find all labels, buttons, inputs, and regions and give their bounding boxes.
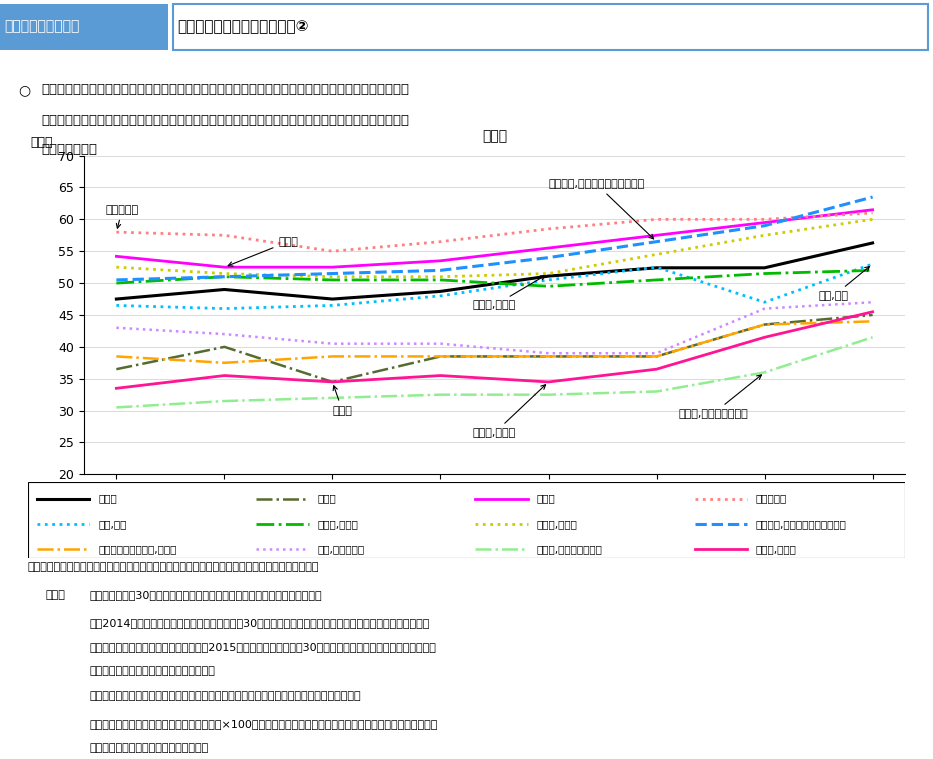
Text: （調査年（調査対象年））: （調査年（調査対象年）） [826, 532, 905, 542]
Text: 学術研究,専門・技術サービス業: 学術研究,専門・技術サービス業 [549, 179, 654, 239]
Text: 情報通信業: 情報通信業 [105, 205, 139, 228]
Text: 第１－（３）－８図: 第１－（３）－８図 [5, 20, 80, 33]
Text: 一方で、「建設業」「宿泊業，飲食サービス業」「卸売業，小売業」は他の産業と比べて低い取得率で: 一方で、「建設業」「宿泊業，飲食サービス業」「卸売業，小売業」は他の産業と比べて… [41, 114, 410, 127]
Text: 卸売業,小売業: 卸売業,小売業 [756, 543, 797, 554]
Text: 年次有給休暇の取得状況を産業別にみると、「製造業」「情報通信業」は高い取得率で推移している: 年次有給休暇の取得状況を産業別にみると、「製造業」「情報通信業」は高い取得率で推… [41, 83, 410, 96]
Text: 製造業: 製造業 [536, 493, 555, 504]
Text: 金融業,保険業: 金融業,保険業 [473, 276, 545, 310]
Text: 年次有給休暇の取得率の状況②: 年次有給休暇の取得率の状況② [177, 19, 309, 34]
Text: サービス事業」を含めることとした。: サービス事業」を含めることとした。 [90, 666, 216, 676]
Text: 教育,学習支援業: 教育,学習支援業 [317, 543, 365, 554]
Text: ２）2014年以前は、調査対象を「常用労働者が30人以上の会社組織の民営企業」としており、また、「複合: ２）2014年以前は、調査対象を「常用労働者が30人以上の会社組織の民営企業」と… [90, 618, 430, 628]
Text: 宿泊業,飲食サービス業: 宿泊業,飲食サービス業 [536, 543, 603, 554]
Text: 建設業: 建設業 [332, 386, 353, 416]
Text: 学術研究,専門・技術サービス業: 学術研究,専門・技術サービス業 [756, 518, 847, 529]
Text: １）常用労働者30人以上の民営企業における常用労働者の値を示している。: １）常用労働者30人以上の民営企業における常用労働者の値を示している。 [90, 590, 322, 600]
Text: 医療,福祉: 医療,福祉 [818, 266, 870, 301]
Text: ３）表示は調査年。各年の前年１年間の状況について調査している。（　）は調査対象年。: ３）表示は調査年。各年の前年１年間の状況について調査している。（ ）は調査対象年… [90, 691, 361, 701]
FancyBboxPatch shape [0, 4, 168, 50]
Text: 情報通信業: 情報通信業 [756, 493, 787, 504]
Text: 運輸業,郵便業: 運輸業,郵便業 [317, 518, 358, 529]
Text: 推移している。: 推移している。 [41, 143, 97, 156]
Text: 建設業: 建設業 [317, 493, 336, 504]
Text: 産業別: 産業別 [482, 129, 507, 143]
FancyBboxPatch shape [28, 482, 905, 558]
Text: （注）: （注） [46, 590, 65, 600]
Text: 製造業: 製造業 [229, 237, 299, 266]
FancyBboxPatch shape [173, 4, 928, 50]
Text: 医療,福祉: 医療,福祉 [98, 518, 127, 529]
Text: 宿泊業,飲食サービス業: 宿泊業,飲食サービス業 [678, 375, 761, 419]
Text: 資料出所　厚生労働省「就労条件総合調査」をもとに厚生労働省政策統括官付政策統括室にて作成: 資料出所 厚生労働省「就労条件総合調査」をもとに厚生労働省政策統括官付政策統括室… [28, 562, 319, 572]
Text: 生活関連サービス業,娯楽業: 生活関連サービス業,娯楽業 [98, 543, 176, 554]
Text: ○: ○ [19, 83, 31, 97]
Text: サービス事業」を含まなかったが、2015年より「常用労働者が30人以上の民営法人」とし、さらに「複合: サービス事業」を含まなかったが、2015年より「常用労働者が30人以上の民営法人… [90, 642, 437, 652]
Text: 産業計: 産業計 [98, 493, 117, 504]
Text: 数」は実際に取得した日数である。: 数」は実際に取得した日数である。 [90, 743, 209, 753]
Text: 卸売業,小売業: 卸売業,小売業 [473, 385, 546, 438]
Y-axis label: （％）: （％） [30, 136, 52, 150]
Text: ４）「取得率」は、取得日数計／付与日数計×100（％）である。「付与日数」は繰り越し日数を除き、「取得日: ４）「取得率」は、取得日数計／付与日数計×100（％）である。「付与日数」は繰り… [90, 719, 438, 729]
Text: 金融業,保険業: 金融業,保険業 [536, 518, 578, 529]
